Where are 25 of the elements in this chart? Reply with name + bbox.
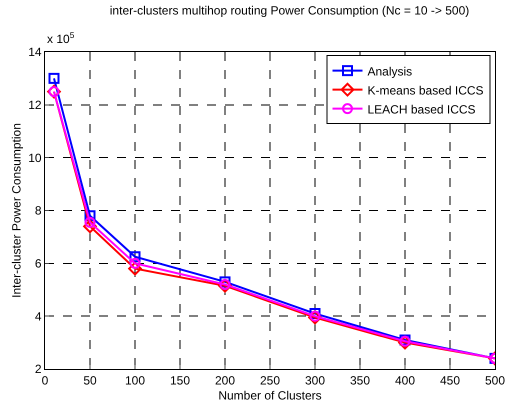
text: x 10$^{5}$: [47, 30, 75, 46]
x-tick-label: 400: [394, 373, 416, 388]
x-tick-label: 200: [214, 373, 236, 388]
x-tick-label: 450: [440, 373, 460, 388]
y-tick-label: 2: [34, 362, 42, 376]
y-tick-label: 14: [28, 45, 42, 60]
legend-label: LEACH based ICCS: [368, 102, 476, 116]
y-tick-label: 10: [28, 150, 42, 165]
chart-title: inter-clusters multihop routing Power Consumption (Nc = 10 -> 500): [110, 4, 470, 18]
x-tick-label: 300: [304, 373, 326, 388]
x-tick-label: 150: [170, 373, 190, 388]
x-tick-label: 350: [350, 373, 370, 388]
x-tick-label: 100: [124, 373, 146, 388]
legend-label: K-means based ICCS: [368, 83, 484, 98]
y-axis-title: Inter-cluster Power Consumption: [10, 123, 24, 298]
x-tick-label: 50: [83, 373, 97, 388]
legend-label: Analysis: [368, 64, 412, 78]
x-tick-label: 250: [260, 373, 280, 388]
x-tick-label: 500: [484, 373, 506, 388]
x-axis-title: Number of Clusters: [218, 388, 322, 402]
y-tick-label: 6: [34, 256, 42, 271]
y-tick-label: 4: [34, 309, 42, 324]
y-tick-label: 8: [34, 204, 42, 218]
x-tick-label: 0: [42, 373, 49, 388]
y-tick-label: 12: [28, 98, 42, 112]
